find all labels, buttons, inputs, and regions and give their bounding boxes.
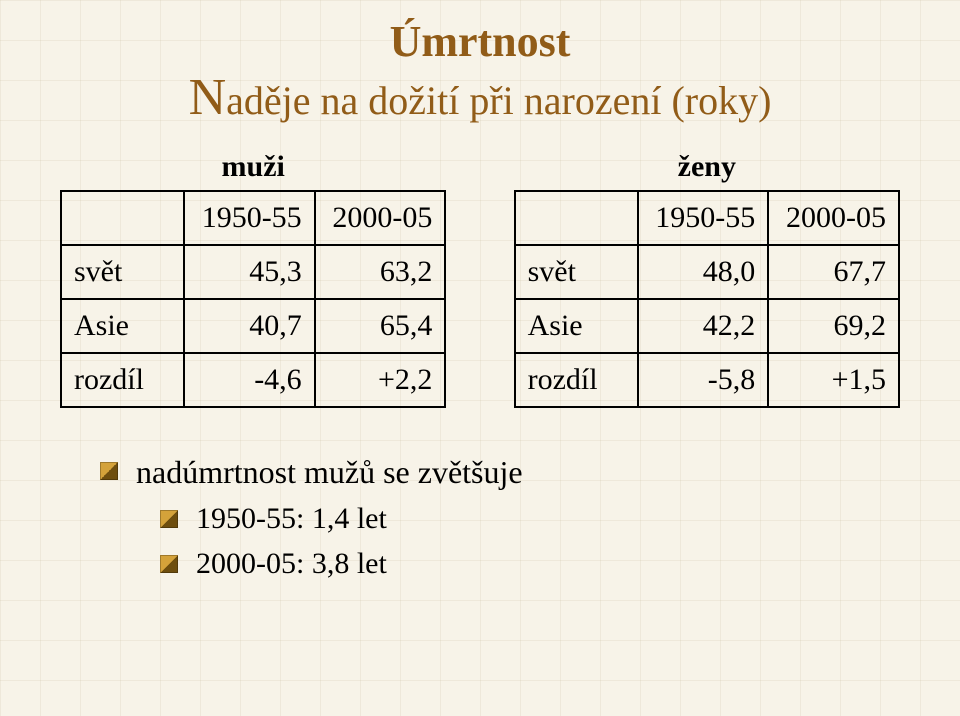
table-cell-value: +2,2 xyxy=(315,353,446,407)
gender-left: muži xyxy=(60,150,446,184)
table-row: svět 48,0 67,7 xyxy=(515,245,899,299)
table-head-cell: 1950-55 xyxy=(184,191,315,245)
table-cell-label: rozdíl xyxy=(61,353,184,407)
table-row: rozdíl -5,8 +1,5 xyxy=(515,353,899,407)
title-block: Úmrtnost Naděje na dožití při narození (… xyxy=(60,18,900,128)
table-cell-value: 40,7 xyxy=(184,299,315,353)
bullet-text: nadúmrtnost mužů se zvětšuje xyxy=(136,448,523,496)
table-cell-label: svět xyxy=(61,245,184,299)
bullet-item: nadúmrtnost mužů se zvětšuje xyxy=(100,448,900,496)
tables-wrap: 1950-55 2000-05 svět 45,3 63,2 Asie 40,7… xyxy=(60,190,900,408)
table-head-cell: 2000-05 xyxy=(315,191,446,245)
bullet-icon xyxy=(160,510,178,528)
table-cell-empty xyxy=(515,191,638,245)
table-left: 1950-55 2000-05 svět 45,3 63,2 Asie 40,7… xyxy=(60,190,446,408)
table-row: rozdíl -4,6 +2,2 xyxy=(61,353,445,407)
bullet-list: nadúmrtnost mužů se zvětšuje 1950-55: 1,… xyxy=(100,448,900,586)
title-line2-rest: aděje na dožití při narození (roky) xyxy=(226,78,771,123)
bullet-item: 2000-05: 3,8 let xyxy=(160,541,900,586)
gender-right: ženy xyxy=(514,150,900,184)
table-cell-value: +1,5 xyxy=(768,353,899,407)
table-cell-value: 42,2 xyxy=(638,299,769,353)
table-right: 1950-55 2000-05 svět 48,0 67,7 Asie 42,2… xyxy=(514,190,900,408)
table-cell-label: Asie xyxy=(515,299,638,353)
table-cell-empty xyxy=(61,191,184,245)
table-row: 1950-55 2000-05 xyxy=(515,191,899,245)
table-cell-value: 45,3 xyxy=(184,245,315,299)
table-cell-value: -5,8 xyxy=(638,353,769,407)
table-cell-label: svět xyxy=(515,245,638,299)
gender-row: muži ženy xyxy=(60,150,900,184)
table-cell-value: 67,7 xyxy=(768,245,899,299)
bullet-icon xyxy=(160,555,178,573)
table-cell-value: 69,2 xyxy=(768,299,899,353)
slide: Úmrtnost Naděje na dožití při narození (… xyxy=(0,0,960,716)
bullet-text: 2000-05: 3,8 let xyxy=(196,541,387,586)
table-cell-label: Asie xyxy=(61,299,184,353)
bullet-text: 1950-55: 1,4 let xyxy=(196,496,387,541)
title-line2: Naděje na dožití při narození (roky) xyxy=(60,68,900,128)
table-row: svět 45,3 63,2 xyxy=(61,245,445,299)
title-line1: Úmrtnost xyxy=(60,18,900,66)
table-head-cell: 2000-05 xyxy=(768,191,899,245)
title-line2-cap: N xyxy=(189,69,227,126)
bullet-icon xyxy=(100,462,118,480)
table-cell-value: 48,0 xyxy=(638,245,769,299)
table-cell-value: -4,6 xyxy=(184,353,315,407)
table-row: 1950-55 2000-05 xyxy=(61,191,445,245)
table-row: Asie 42,2 69,2 xyxy=(515,299,899,353)
table-head-cell: 1950-55 xyxy=(638,191,769,245)
table-cell-value: 65,4 xyxy=(315,299,446,353)
table-row: Asie 40,7 65,4 xyxy=(61,299,445,353)
table-cell-label: rozdíl xyxy=(515,353,638,407)
bullet-item: 1950-55: 1,4 let xyxy=(160,496,900,541)
table-cell-value: 63,2 xyxy=(315,245,446,299)
